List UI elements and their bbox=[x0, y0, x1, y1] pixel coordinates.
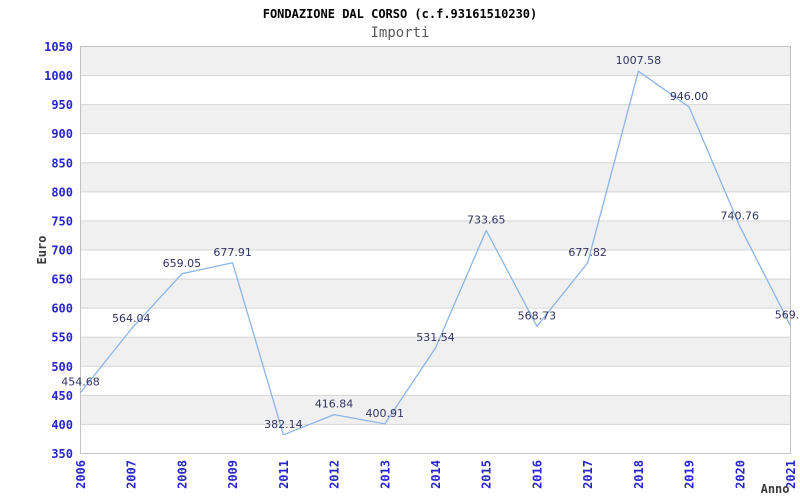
x-tick-label: 2021 bbox=[784, 460, 798, 489]
data-point-label: 568.73 bbox=[518, 309, 557, 322]
y-tick-label: 550 bbox=[51, 331, 73, 345]
plot-band bbox=[80, 191, 791, 221]
chart-title: FONDAZIONE DAL CORSO (c.f.93161510230) bbox=[262, 7, 538, 21]
x-tick-label: 2014 bbox=[429, 460, 443, 489]
x-tick-label: 2013 bbox=[378, 460, 392, 489]
data-point-label: 400.91 bbox=[366, 407, 405, 420]
chart-subtitle: Importi bbox=[370, 25, 430, 41]
x-axis-title: Anno bbox=[761, 482, 790, 496]
x-tick-label: 2015 bbox=[480, 460, 494, 489]
x-tick-label: 2008 bbox=[175, 460, 189, 489]
plot-band bbox=[80, 104, 791, 134]
x-tick-label: 2006 bbox=[74, 460, 88, 489]
x-tick-label: 2011 bbox=[277, 460, 291, 489]
data-point-label: 677.82 bbox=[568, 246, 607, 259]
data-point-label: 1007.58 bbox=[616, 54, 662, 67]
plot-band bbox=[80, 308, 791, 338]
data-point-label: 569.8 bbox=[775, 309, 800, 322]
plot-band bbox=[80, 337, 791, 367]
x-tick-label: 2007 bbox=[125, 460, 139, 489]
x-tick-label: 2020 bbox=[733, 460, 747, 489]
x-tick-label: 2009 bbox=[226, 460, 240, 489]
y-tick-label: 600 bbox=[51, 302, 73, 316]
y-tick-label: 500 bbox=[51, 360, 73, 374]
x-tick-label: 2012 bbox=[328, 460, 342, 489]
y-tick-label: 400 bbox=[51, 418, 73, 432]
y-tick-label: 800 bbox=[51, 185, 73, 199]
x-tick-label: 2019 bbox=[683, 460, 697, 489]
data-point-label: 659.05 bbox=[163, 257, 202, 270]
plot-band bbox=[80, 220, 791, 250]
series-line bbox=[79, 70, 792, 436]
data-point-label: 416.84 bbox=[315, 398, 354, 411]
plot-band bbox=[80, 366, 791, 396]
y-axis-title: Euro bbox=[35, 236, 49, 265]
x-tick-label: 2018 bbox=[632, 460, 646, 489]
data-point-label: 733.65 bbox=[467, 213, 506, 226]
y-tick-label: 900 bbox=[51, 127, 73, 141]
plot-band bbox=[80, 279, 791, 309]
data-point-label: 531.54 bbox=[416, 331, 455, 344]
y-tick-label: 450 bbox=[51, 389, 73, 403]
data-point-label: 740.76 bbox=[721, 209, 760, 222]
y-tick-label: 850 bbox=[51, 156, 73, 170]
plot-band bbox=[80, 75, 791, 105]
plot-band bbox=[80, 250, 791, 280]
y-tick-label: 700 bbox=[51, 244, 73, 258]
y-tick-label: 950 bbox=[51, 98, 73, 112]
y-tick-label: 750 bbox=[51, 214, 73, 228]
data-point-label: 677.91 bbox=[213, 246, 252, 259]
x-tick-label: 2017 bbox=[581, 460, 595, 489]
plot-band bbox=[80, 162, 791, 192]
data-point-label: 454.68 bbox=[61, 376, 100, 389]
data-point-label: 564.04 bbox=[112, 312, 151, 325]
y-tick-label: 1050 bbox=[44, 40, 73, 54]
data-point-label: 382.14 bbox=[264, 418, 303, 431]
x-tick-label: 2016 bbox=[530, 460, 544, 489]
plot-band bbox=[80, 424, 791, 454]
data-point-label: 946.00 bbox=[670, 90, 709, 103]
plot-band bbox=[80, 46, 791, 76]
y-tick-label: 1000 bbox=[44, 69, 73, 83]
plot-border bbox=[80, 46, 791, 454]
plot-band bbox=[80, 133, 791, 163]
plot-band bbox=[80, 395, 791, 425]
y-tick-label: 350 bbox=[51, 447, 73, 461]
y-tick-label: 650 bbox=[51, 273, 73, 287]
